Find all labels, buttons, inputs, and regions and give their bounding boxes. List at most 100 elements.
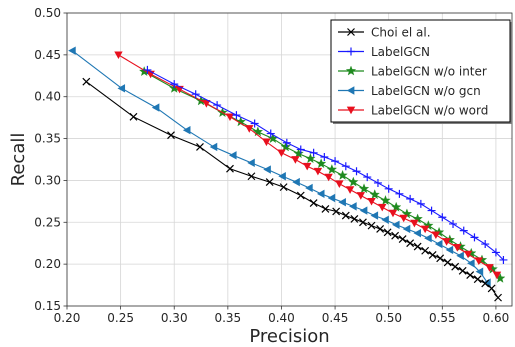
data-point [491, 248, 500, 257]
x-tick-label: 0.25 [107, 311, 134, 325]
data-point [226, 164, 234, 173]
data-point [359, 218, 367, 227]
data-point [473, 275, 482, 284]
series-0 [82, 77, 502, 302]
data-point [381, 215, 389, 224]
data-point [196, 143, 204, 151]
legend-label: LabelGCN w/o gcn [371, 84, 481, 98]
y-tick-label: 0.50 [34, 6, 61, 20]
data-point [467, 259, 475, 268]
data-point [402, 224, 411, 234]
data-point [481, 279, 490, 288]
data-point [341, 211, 350, 220]
data-point [434, 239, 443, 249]
series-4 [114, 51, 502, 280]
x-axis-label: Precision [249, 326, 329, 347]
data-point [492, 271, 502, 280]
data-point [475, 267, 484, 276]
data-point [229, 151, 237, 160]
legend-entry: LabelGCN [338, 45, 430, 59]
data-point [182, 126, 191, 135]
data-point [487, 284, 496, 293]
data-point [424, 233, 432, 243]
data-point [316, 189, 325, 199]
data-point [499, 255, 508, 264]
data-point [383, 228, 392, 237]
data-point [436, 254, 445, 263]
data-point [338, 197, 346, 207]
data-point [449, 219, 458, 228]
data-point [191, 90, 200, 99]
data-point [398, 235, 407, 243]
y-axis-label: Recall [8, 133, 29, 187]
data-point [485, 264, 494, 272]
x-tick-label: 0.55 [429, 311, 456, 325]
data-point [305, 153, 316, 164]
data-point [451, 262, 460, 271]
data-point [413, 228, 421, 238]
data-point [370, 211, 379, 220]
data-point [247, 158, 255, 168]
data-point [129, 112, 138, 121]
data-point [320, 152, 329, 161]
series-line [147, 69, 504, 261]
data-point [380, 195, 391, 205]
data-point [309, 199, 318, 207]
data-point [313, 167, 323, 176]
data-point [296, 191, 305, 200]
y-axis-ticks: 0.15 0.20 0.25 0.30 0.35 0.40 0.45 0.50 [34, 6, 67, 313]
legend-label: LabelGCN w/o word [371, 104, 488, 118]
y-tick-label: 0.25 [34, 215, 61, 229]
legend-label: Choi el al. [371, 26, 431, 40]
legend-entry: LabelGCN w/o gcn [338, 84, 481, 98]
data-point [352, 167, 361, 176]
data-point [305, 183, 313, 193]
legend-marker [345, 65, 357, 76]
series-1 [143, 65, 508, 264]
data-point [453, 244, 462, 252]
data-point [391, 220, 400, 229]
data-point [265, 178, 274, 187]
data-point [209, 142, 218, 152]
data-point [470, 233, 479, 242]
series-line [72, 50, 488, 283]
plot-frame [66, 12, 513, 307]
data-point [114, 51, 123, 60]
data-point [167, 131, 175, 140]
x-tick-label: 0.40 [268, 311, 295, 325]
data-point [463, 250, 473, 259]
y-tick-label: 0.35 [34, 132, 61, 146]
data-point [363, 173, 372, 182]
legend-marker [347, 47, 355, 56]
data-point [474, 257, 483, 265]
data-point [213, 101, 222, 110]
data-point [406, 239, 415, 248]
data-point [376, 225, 385, 233]
data-point [459, 226, 468, 235]
data-point [245, 125, 254, 133]
data-point [327, 193, 336, 203]
legend-marker [346, 86, 355, 95]
data-point [280, 141, 291, 152]
data-point [337, 169, 348, 180]
data-point [266, 129, 275, 138]
data-point [410, 219, 419, 228]
data-point [421, 246, 430, 255]
data-point [345, 186, 355, 194]
data-point [373, 178, 382, 187]
data-point [332, 207, 341, 216]
y-tick-label: 0.20 [34, 257, 61, 271]
legend-entry: Choi el al. [338, 26, 431, 40]
legend-label: LabelGCN w/o inter [371, 65, 487, 79]
x-tick-label: 0.45 [322, 311, 349, 325]
data-point [456, 251, 464, 260]
data-point [494, 293, 502, 302]
x-tick-label: 0.60 [483, 311, 510, 325]
x-tick-label: 0.50 [375, 311, 402, 325]
data-point [369, 189, 380, 200]
legend: Choi el al. LabelGCN LabelGCN w/o inter Lab… [330, 19, 512, 124]
data-point [225, 113, 235, 122]
data-point [438, 213, 447, 222]
data-point [117, 84, 126, 93]
data-point [331, 157, 340, 166]
